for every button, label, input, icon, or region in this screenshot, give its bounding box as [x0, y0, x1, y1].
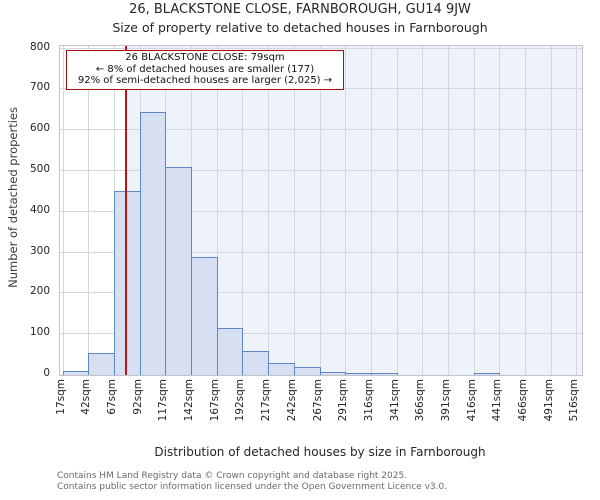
v-gridline — [345, 46, 346, 375]
v-gridline — [63, 46, 64, 375]
marker-line-79sqm — [125, 46, 127, 375]
histogram-bar — [114, 191, 141, 375]
histogram-bar — [294, 367, 321, 375]
x-tick-label: 291sqm — [337, 379, 349, 422]
annotation-box: 26 BLACKSTONE CLOSE: 79sqm ← 8% of detac… — [66, 50, 344, 90]
y-tick-label: 400 — [29, 204, 50, 216]
h-gridline — [60, 211, 582, 212]
x-tick-label: 92sqm — [132, 379, 144, 415]
v-gridline — [499, 46, 500, 375]
v-gridline — [217, 46, 218, 375]
v-gridline — [371, 46, 372, 375]
histogram-bar — [371, 373, 398, 375]
y-tick-label: 700 — [29, 81, 50, 93]
y-tick-label: 0 — [43, 367, 50, 379]
histogram-bar — [320, 372, 346, 375]
x-tick-label: 441sqm — [491, 379, 503, 422]
h-gridline — [60, 292, 582, 293]
x-tick-label: 466sqm — [517, 379, 529, 422]
v-gridline — [576, 46, 577, 375]
chart-subtitle: Size of property relative to detached ho… — [112, 20, 488, 35]
y-tick-label: 200 — [29, 285, 50, 297]
x-tick-label: 416sqm — [466, 379, 478, 422]
x-tick-label: 391sqm — [440, 379, 452, 422]
x-tick-label: 42sqm — [80, 379, 92, 415]
v-gridline — [474, 46, 475, 375]
x-tick-label: 366sqm — [414, 379, 426, 422]
v-gridline — [88, 46, 89, 375]
histogram-bar — [63, 371, 89, 375]
y-tick-label: 600 — [29, 122, 50, 134]
x-tick-label: 267sqm — [312, 379, 324, 422]
v-gridline — [448, 46, 449, 375]
histogram-bar — [165, 167, 192, 375]
x-tick-label: 192sqm — [234, 379, 246, 422]
histogram-bar — [191, 257, 218, 375]
v-gridline — [397, 46, 398, 375]
x-tick-label: 316sqm — [363, 379, 375, 422]
v-gridline — [551, 46, 552, 375]
v-gridline — [294, 46, 295, 375]
h-gridline — [60, 333, 582, 334]
annotation-line-1: 26 BLACKSTONE CLOSE: 79sqm — [125, 52, 285, 63]
footer-attribution: Contains HM Land Registry data © Crown c… — [57, 471, 447, 492]
x-tick-label: 117sqm — [157, 379, 169, 422]
h-gridline — [60, 170, 582, 171]
annotation-line-3: 92% of semi-detached houses are larger (… — [77, 75, 333, 86]
h-gridline — [60, 48, 582, 49]
histogram-bar — [345, 373, 372, 375]
h-gridline — [60, 129, 582, 130]
annotation-line-2: ← 8% of detached houses are smaller (177… — [95, 63, 315, 75]
histogram-bar — [242, 351, 269, 375]
x-axis-label: Distribution of detached houses by size … — [154, 445, 486, 459]
histogram-bar — [88, 353, 115, 375]
histogram-bar — [268, 363, 295, 375]
v-gridline — [525, 46, 526, 375]
plot-area — [59, 45, 583, 376]
v-gridline — [268, 46, 269, 375]
x-tick-label: 67sqm — [106, 379, 118, 415]
histogram-bar — [474, 373, 500, 375]
y-tick-label: 300 — [29, 245, 50, 257]
x-tick-label: 491sqm — [543, 379, 555, 422]
x-tick-label: 242sqm — [286, 379, 298, 422]
v-gridline — [242, 46, 243, 375]
chart-title: 26, BLACKSTONE CLOSE, FARNBOROUGH, GU14 … — [129, 2, 471, 17]
y-tick-label: 500 — [29, 163, 50, 175]
y-tick-label: 100 — [29, 326, 50, 338]
x-tick-label: 516sqm — [568, 379, 580, 422]
y-tick-label: 800 — [29, 41, 50, 53]
x-tick-label: 17sqm — [55, 379, 67, 415]
histogram-bar — [140, 112, 166, 375]
x-tick-label: 142sqm — [183, 379, 195, 422]
v-gridline — [422, 46, 423, 375]
footer-line-2: Contains public sector information licen… — [57, 481, 448, 492]
x-tick-label: 217sqm — [260, 379, 272, 422]
histogram-bar — [217, 328, 243, 375]
x-tick-label: 341sqm — [389, 379, 401, 422]
h-gridline — [60, 252, 582, 253]
x-tick-label: 167sqm — [209, 379, 221, 422]
footer-line-1: Contains HM Land Registry data © Crown c… — [57, 471, 408, 481]
v-gridline — [320, 46, 321, 375]
